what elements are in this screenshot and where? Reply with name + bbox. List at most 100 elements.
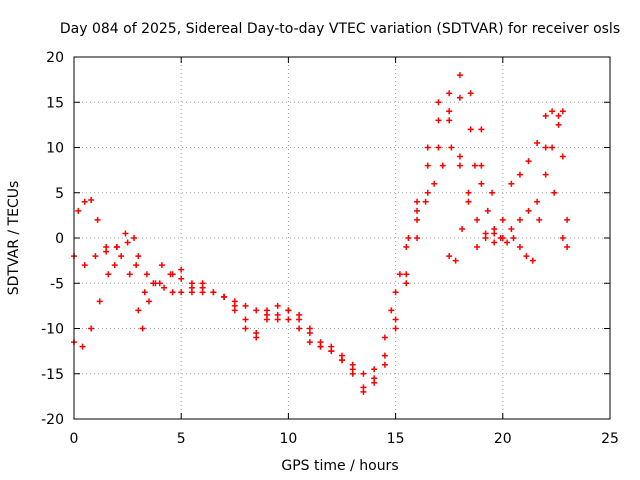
data-point [435, 117, 442, 124]
data-point [474, 216, 481, 223]
x-axis-label: GPS time / hours [281, 458, 398, 474]
data-point [555, 112, 562, 119]
data-point [88, 196, 95, 203]
data-point [161, 284, 168, 291]
data-point [210, 289, 217, 296]
data-point [465, 198, 472, 205]
data-point [525, 158, 532, 165]
data-point [414, 235, 421, 241]
data-point [542, 144, 549, 151]
y-axis-label: SDTVAR / TECUs [6, 181, 22, 296]
data-point [141, 289, 148, 296]
data-point [392, 316, 399, 323]
data-point [263, 307, 270, 314]
data-point [405, 235, 412, 241]
data-point [551, 189, 558, 196]
data-point [489, 189, 496, 196]
data-point [559, 153, 566, 160]
data-point [403, 280, 410, 287]
data-point [431, 180, 438, 187]
data-point [317, 343, 324, 350]
y-tick-label: -10 [41, 322, 64, 338]
data-point [381, 334, 388, 341]
data-point [459, 225, 466, 232]
data-point [467, 90, 474, 97]
y-tick-label: -5 [50, 276, 64, 292]
series-track-9 [474, 139, 571, 251]
data-point [516, 171, 523, 178]
data-point [414, 207, 421, 214]
data-point [79, 343, 86, 350]
data-point [113, 244, 120, 251]
data-point [516, 216, 523, 223]
series-track-8 [446, 108, 566, 264]
chart-title: Day 084 of 2025, Sidereal Day-to-day VTE… [60, 21, 620, 37]
data-point [349, 361, 356, 368]
data-point [559, 235, 566, 241]
data-point [150, 280, 157, 287]
data-point [135, 253, 142, 260]
data-point [446, 90, 453, 97]
data-point [446, 117, 453, 124]
data-point [508, 225, 515, 232]
data-point [328, 343, 335, 350]
x-tick-label: 5 [177, 431, 186, 447]
data-point [403, 271, 410, 278]
data-point [111, 262, 118, 269]
data-point [285, 307, 292, 314]
data-point [135, 307, 142, 314]
x-axis-ticks: 0 5 10 15 20 25 [70, 57, 619, 447]
data-point [414, 198, 421, 205]
data-point [478, 180, 485, 187]
data-point [452, 257, 459, 264]
data-point [158, 262, 165, 269]
data-point [456, 162, 463, 169]
data-point [491, 230, 498, 237]
data-point [199, 289, 206, 296]
data-point [188, 284, 195, 291]
data-point [306, 330, 313, 337]
data-point [296, 311, 303, 318]
data-point [199, 280, 206, 287]
data-point [242, 302, 249, 309]
data-point [169, 271, 176, 278]
data-points [71, 72, 571, 395]
data-point [439, 162, 446, 169]
y-tick-label: 5 [55, 186, 64, 202]
data-point [122, 230, 129, 237]
data-point [105, 271, 112, 278]
data-point [139, 325, 146, 332]
data-point [484, 207, 491, 214]
data-point [339, 357, 345, 364]
data-point [424, 144, 431, 151]
data-point [559, 108, 566, 115]
data-point [414, 216, 421, 223]
data-point [482, 235, 489, 241]
data-point [371, 379, 378, 386]
data-point [178, 266, 185, 273]
data-point [491, 239, 498, 246]
series-track-7 [388, 144, 541, 314]
data-point [465, 189, 472, 196]
data-point [263, 316, 270, 323]
y-tick-label: 10 [46, 141, 64, 157]
data-point [274, 302, 281, 309]
data-point [424, 189, 431, 196]
data-point [75, 207, 82, 214]
data-point [542, 112, 549, 119]
data-point [504, 239, 511, 246]
data-point [81, 198, 88, 205]
data-point [508, 180, 515, 187]
data-point [88, 325, 95, 332]
data-point [516, 244, 523, 251]
data-point [529, 257, 536, 264]
data-point [94, 216, 101, 223]
data-point [456, 72, 463, 79]
series-track-5 [231, 72, 496, 395]
data-point [555, 121, 562, 128]
data-point [178, 275, 185, 282]
data-point [435, 144, 442, 151]
x-tick-label: 0 [70, 431, 79, 447]
series-track-3 [71, 239, 206, 296]
